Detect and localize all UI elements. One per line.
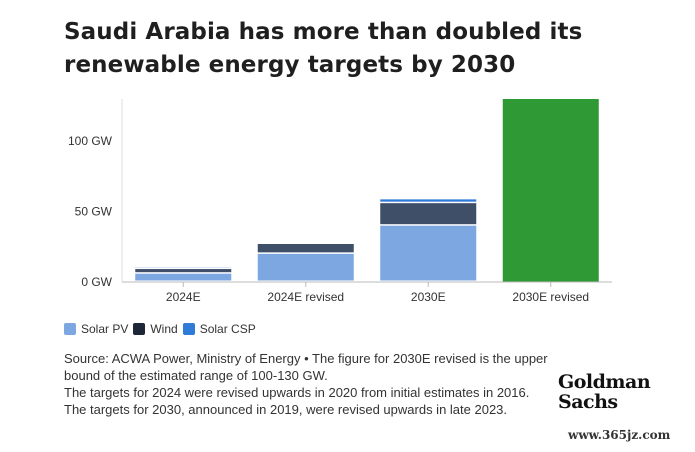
legend-label-solar-pv: Solar PV [81, 322, 129, 336]
source-line-2: The targets for 2024 were revised upward… [64, 385, 530, 417]
bar-segment-wind [380, 203, 477, 225]
bar-segment-wind [135, 269, 232, 273]
y-tick-label: 50 GW [75, 205, 113, 219]
y-tick-label: 100 GW [68, 134, 113, 148]
bar-segment-solar-pv [135, 273, 232, 281]
legend-item-solar-csp: Solar CSP [182, 322, 256, 336]
legend-label-solar-csp: Solar CSP [199, 322, 256, 336]
title-line-1: Saudi Arabia has more than doubled its [64, 19, 583, 45]
x-tick-label: 2024E revised [267, 290, 344, 304]
legend-label-wind: Wind [150, 322, 178, 336]
legend-item-wind: Wind [133, 322, 178, 336]
title-line-2: renewable energy targets by 2030 [64, 52, 516, 78]
goldman-sachs-logo: Goldman Sachs [558, 371, 651, 413]
legend-swatch-wind [133, 323, 146, 335]
bar-segment-solar-pv [380, 225, 477, 281]
bar-chart: 0 GW 50 GW 100 GW 2024E 2024E revised 2030E 20… [68, 99, 612, 304]
watermark: www.365jz.com [568, 428, 671, 442]
bar-segment-solar-csp [380, 199, 477, 202]
x-tick-label: 2030E revised [512, 290, 589, 304]
source-line-1: Source: ACWA Power, Ministry of Energy •… [64, 351, 548, 383]
x-tick-label: 2030E [411, 290, 446, 304]
chart-title: Saudi Arabia has more than doubled its r… [64, 16, 624, 82]
legend-swatch-solar-pv [64, 323, 76, 335]
bar-segment-solar-pv [257, 253, 354, 281]
legend-item-solar-pv: Solar PV [64, 322, 128, 336]
y-tick-label: 0 GW [81, 275, 112, 289]
logo-line-1: Goldman [558, 371, 651, 393]
bar-total-3 [502, 99, 599, 282]
logo-line-2: Sachs [558, 391, 618, 413]
bar-segment-wind [257, 243, 354, 253]
legend: Solar PV Wind Solar CSP [64, 320, 261, 338]
legend-swatch-solar-csp [182, 323, 195, 335]
source-note: Source: ACWA Power, Ministry of Energy •… [64, 350, 554, 418]
x-tick-label: 2024E [166, 290, 201, 304]
